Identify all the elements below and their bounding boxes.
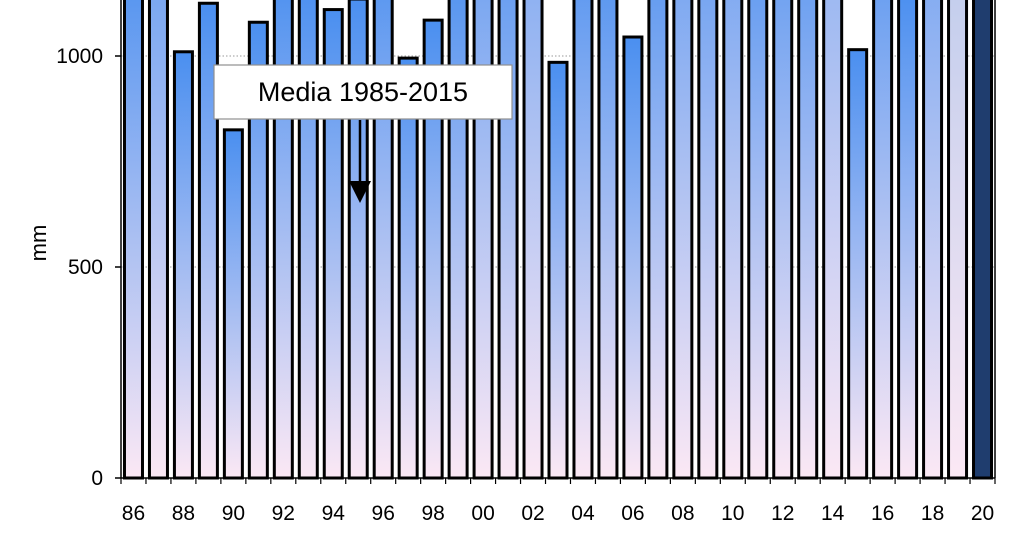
bar-06 — [622, 35, 644, 480]
x-tick-label: 00 — [471, 502, 494, 525]
bar-16 — [872, 0, 894, 480]
x-tick-label: 96 — [372, 502, 395, 525]
bars — [122, 0, 994, 480]
x-tick-label: 06 — [621, 502, 644, 525]
mean-arrow-head — [349, 181, 371, 203]
bar-08 — [672, 0, 694, 480]
x-tick-label: 90 — [222, 502, 245, 525]
x-tick-label: 04 — [571, 502, 595, 525]
x-tick-label: 92 — [272, 502, 295, 525]
x-tick-label: 86 — [122, 502, 145, 525]
bar-87 — [147, 0, 169, 480]
x-tick-label: 94 — [322, 502, 346, 525]
bar-18 — [922, 0, 944, 480]
mean-annotation: Media 1985-2015 — [213, 64, 513, 203]
bar-20 — [972, 0, 994, 480]
x-tick-label: 12 — [771, 502, 794, 525]
bar-86 — [122, 0, 144, 480]
x-tick-label: 98 — [421, 502, 444, 525]
bar-07 — [647, 0, 669, 480]
bar-09 — [697, 0, 719, 480]
bar-02 — [522, 0, 544, 480]
bar-11 — [747, 0, 769, 480]
bar-12 — [772, 0, 794, 480]
bar-19 — [947, 0, 969, 480]
x-tick-label: 14 — [821, 502, 845, 525]
x-tick-label: 20 — [971, 502, 994, 525]
bar-88 — [172, 50, 194, 480]
bar-10 — [722, 0, 744, 480]
mean-label-box — [213, 64, 513, 120]
bar-97 — [397, 56, 419, 480]
bar-90 — [222, 128, 244, 480]
x-tick-label: 88 — [172, 502, 195, 525]
bar-17 — [897, 0, 919, 480]
bar-14 — [822, 0, 844, 480]
y-tick-label: 0 — [91, 467, 103, 490]
bar-04 — [572, 0, 594, 480]
bar-13 — [797, 0, 819, 480]
bar-15 — [847, 48, 869, 480]
axes — [115, 0, 996, 484]
x-tick-label: 10 — [721, 502, 744, 525]
x-tick-label: 08 — [671, 502, 694, 525]
y-axis-label: mm — [26, 225, 51, 262]
tick-labels: 0500100015002000868890929496980002040608… — [56, 45, 994, 525]
x-tick-label: 02 — [521, 502, 544, 525]
y-tick-label: 500 — [68, 256, 103, 279]
x-tick-label: 16 — [871, 502, 894, 525]
x-tick-label: 18 — [921, 502, 944, 525]
bar-05 — [597, 0, 619, 480]
mean-label: Media 1985-2015 — [258, 77, 468, 107]
bar-03 — [547, 60, 569, 480]
y-tick-label: 1000 — [56, 45, 103, 68]
